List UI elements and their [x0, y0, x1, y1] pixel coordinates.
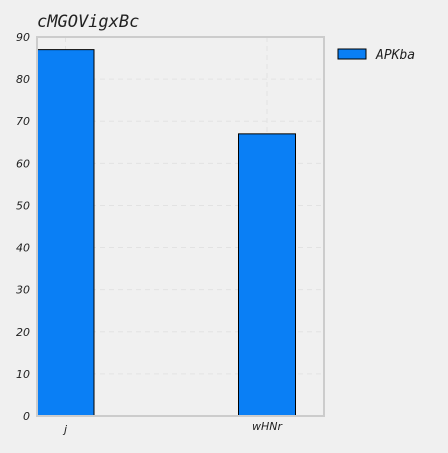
bars [36, 49, 296, 417]
legend-label-apkba: APKba [375, 48, 415, 63]
legend: APKba [337, 48, 415, 63]
plot-area-frame [36, 36, 325, 417]
y-tick-label: 70 [16, 115, 30, 128]
y-tick-label: 30 [16, 284, 30, 297]
y-axis-ticks: 0 10 20 30 40 50 60 70 80 90 [16, 31, 30, 423]
chart-title: cMGOVigxBc [37, 12, 139, 32]
y-tick-label: 0 [23, 410, 30, 423]
y-tick-label: 20 [16, 326, 30, 339]
bar-whnr [238, 133, 296, 417]
x-axis-ticks: j wHNr [62, 420, 284, 436]
y-tick-label: 90 [16, 31, 30, 44]
y-tick-label: 50 [16, 199, 30, 212]
y-tick-label: 10 [16, 368, 30, 381]
y-tick-label: 60 [16, 157, 30, 170]
y-tick-label: 40 [16, 242, 30, 255]
legend-swatch-apkba [337, 48, 367, 60]
x-tick-label: wHNr [252, 420, 283, 433]
x-tick-label: j [62, 423, 68, 436]
bar-j [36, 49, 95, 417]
y-tick-label: 80 [16, 73, 30, 86]
